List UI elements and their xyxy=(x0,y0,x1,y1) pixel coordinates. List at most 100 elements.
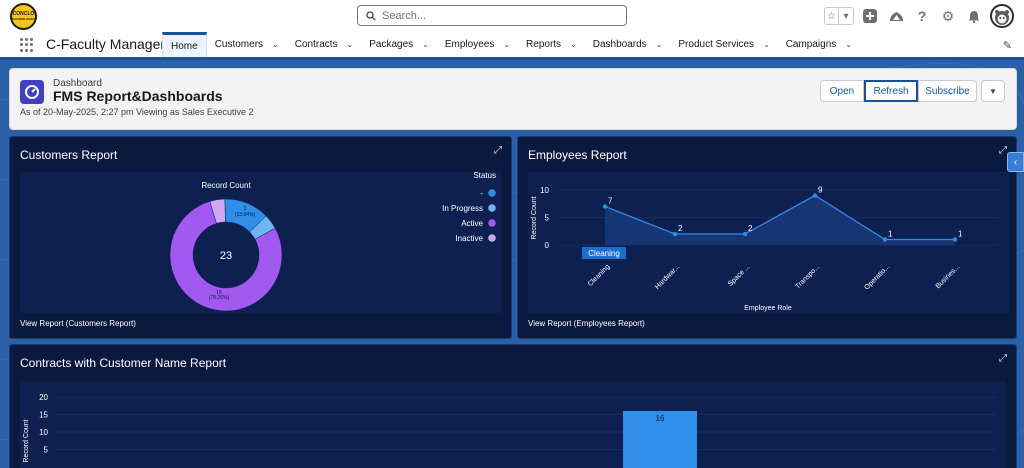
data-label: 2 xyxy=(678,224,683,233)
data-label: 2 xyxy=(748,224,753,233)
refresh-button[interactable]: Refresh xyxy=(864,80,918,102)
y-tick-label: 10 xyxy=(540,186,549,195)
line-point[interactable] xyxy=(602,204,608,209)
search-input[interactable]: Search... xyxy=(357,5,627,26)
nav-item-contracts[interactable]: Contracts ⌄ xyxy=(287,32,362,57)
navigation-bar: C-Faculty Manager Home Customers ⌄ Contract… xyxy=(0,32,1024,60)
company-logo[interactable]: CONCLO TECHNOLOGIES xyxy=(10,3,37,30)
nav-item-label: Packages xyxy=(369,39,414,50)
nav-item-home[interactable]: Home xyxy=(162,32,207,57)
x-tick-label: Operatio... xyxy=(863,263,891,291)
search-icon xyxy=(366,10,376,21)
nav-item-reports[interactable]: Reports ⌄ xyxy=(518,32,585,57)
search-placeholder: Search... xyxy=(382,9,427,22)
tooltip: Cleaning xyxy=(582,247,626,259)
bell-icon[interactable] xyxy=(964,6,984,26)
global-header: CONCLO TECHNOLOGIES Search... ☆ ▾ ? ⚙ xyxy=(0,0,1024,32)
add-icon[interactable] xyxy=(860,6,880,26)
slice-label: 15 xyxy=(216,290,222,296)
subscribe-button[interactable]: Subscribe xyxy=(918,80,977,102)
help-icon[interactable]: ? xyxy=(917,8,927,24)
view-report-link[interactable]: View Report (Employees Report) xyxy=(528,319,645,328)
chevron-down-icon[interactable]: ⌄ xyxy=(655,40,663,49)
legend-item: - xyxy=(480,189,483,198)
y-tick-label: 5 xyxy=(44,446,49,455)
nav-item-label: Home xyxy=(171,40,198,52)
chevron-down-icon[interactable]: ▾ xyxy=(843,10,849,22)
nav-items: Home Customers ⌄ Contracts ⌄ Packages ⌄ Employe… xyxy=(162,32,860,57)
x-tick-label: Cleaning xyxy=(587,263,612,288)
dashboard-header: Dashboard FMS Report&Dashboards As of 20… xyxy=(9,68,1017,130)
tooltip-box xyxy=(582,247,626,259)
nav-item-campaigns[interactable]: Campaigns ⌄ xyxy=(778,32,860,57)
side-panel-toggle[interactable]: ‹ xyxy=(1007,152,1024,172)
contracts-widget: Contracts with Customer Name Report ⤢ 5 1… xyxy=(9,344,1017,468)
nav-item-label: Employees xyxy=(444,39,495,50)
nav-item-employees[interactable]: Employees ⌄ xyxy=(437,32,518,57)
dashboard-icon xyxy=(20,80,44,104)
y-axis-label: Record Count xyxy=(531,196,538,239)
trailhead-icon[interactable] xyxy=(886,6,906,26)
chevron-down-icon[interactable]: ⌄ xyxy=(762,40,770,49)
open-button[interactable]: Open xyxy=(820,80,864,102)
nav-item-packages[interactable]: Packages ⌄ xyxy=(361,32,437,57)
line-point[interactable] xyxy=(952,237,958,242)
logo-text-line1: CONCLO xyxy=(12,11,35,17)
app-launcher-icon[interactable] xyxy=(20,38,34,52)
chart-area: Record Count 23 3 (13.04%) 15 (78.26%) Status -… xyxy=(20,172,501,313)
chevron-down-icon: ▼ xyxy=(989,86,997,96)
slice-label: 3 xyxy=(244,206,247,212)
customers-widget: Customers Report ⤢ Record Count 23 3 (13.04… xyxy=(9,136,512,339)
chevron-down-icon[interactable]: ⌄ xyxy=(422,40,429,49)
line-point[interactable] xyxy=(882,237,888,242)
nav-item-product-services[interactable]: Product Services ⌄ xyxy=(670,32,777,57)
legend-swatch xyxy=(488,234,496,242)
expand-icon[interactable]: ⤢ xyxy=(494,145,502,156)
chart-title: Record Count xyxy=(201,181,251,190)
expand-icon[interactable]: ⤢ xyxy=(999,145,1007,156)
star-icon[interactable]: ☆ xyxy=(825,8,839,24)
chevron-down-icon[interactable]: ⌄ xyxy=(570,40,577,49)
nav-item-dashboards[interactable]: Dashboards ⌄ xyxy=(585,32,671,57)
y-tick-label: 20 xyxy=(39,393,48,402)
y-tick-label: 0 xyxy=(545,241,550,250)
line-series xyxy=(604,194,955,241)
line-point[interactable] xyxy=(812,193,818,198)
pie-slice[interactable] xyxy=(209,198,226,224)
dashboard-subtitle: As of 20-May-2025, 2:27 pm Viewing as Sa… xyxy=(20,107,254,117)
more-actions-button[interactable]: ▼ xyxy=(981,80,1005,102)
legend-swatch xyxy=(488,189,496,197)
slice-label: (13.04%) xyxy=(235,212,256,218)
chevron-down-icon[interactable]: ⌄ xyxy=(845,40,852,49)
pie-slice[interactable] xyxy=(169,201,283,312)
line-point[interactable] xyxy=(672,231,678,237)
bar[interactable] xyxy=(623,411,697,468)
favorites-group: ☆ ▾ xyxy=(824,7,854,25)
avatar[interactable] xyxy=(990,4,1014,28)
chevron-down-icon[interactable]: ⌄ xyxy=(503,40,511,49)
bar-chart[interactable]: 5 10 15 20 Record Count 16 xyxy=(20,381,1006,468)
chart-area: 5 10 15 20 Record Count 16 xyxy=(20,381,1006,468)
nav-item-customers[interactable]: Customers ⌄ xyxy=(207,32,287,57)
edit-nav-icon[interactable]: ✎ xyxy=(1002,40,1012,52)
view-report-link[interactable]: View Report (Customers Report) xyxy=(20,319,136,328)
chevron-down-icon[interactable]: ⌄ xyxy=(346,40,354,49)
x-tick-label: Transpo... xyxy=(794,263,821,290)
legend-swatch xyxy=(488,204,496,212)
widget-title: Employees Report xyxy=(528,148,627,162)
widget-title: Contracts with Customer Name Report xyxy=(20,356,227,370)
legend-item: Inactive xyxy=(455,234,483,243)
chevron-down-icon[interactable]: ⌄ xyxy=(272,40,279,49)
object-type-label: Dashboard xyxy=(53,78,102,89)
donut-chart[interactable]: Record Count 23 3(13.04%) 15(78.26%) Status -… xyxy=(20,172,501,313)
x-tick-label: Space ... xyxy=(727,263,752,288)
line-area xyxy=(605,195,955,245)
gear-icon[interactable]: ⚙ xyxy=(941,7,955,24)
data-label: 1 xyxy=(888,230,893,239)
logo-text-line2: TECHNOLOGIES xyxy=(11,17,36,21)
expand-icon[interactable]: ⤢ xyxy=(999,353,1007,364)
legend-swatch xyxy=(488,219,496,227)
line-point[interactable] xyxy=(742,231,748,237)
y-tick-label: 5 xyxy=(545,214,550,223)
